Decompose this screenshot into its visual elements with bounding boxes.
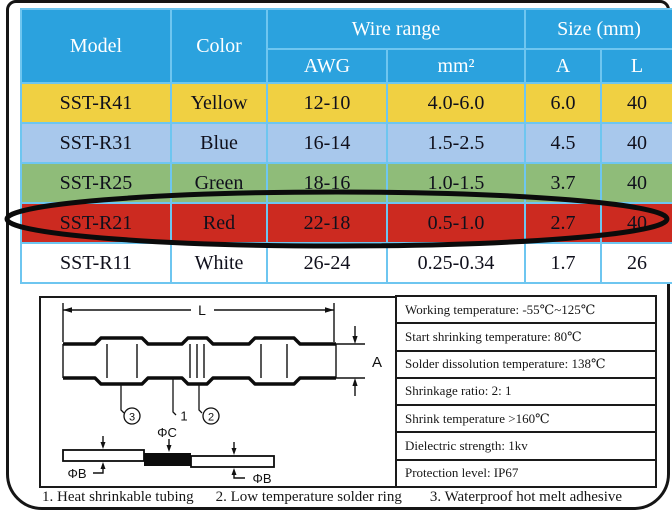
cell-model: SST-R21: [20, 202, 172, 244]
tube-ends-and-rings: [62, 344, 337, 378]
cell-model: SST-R25: [20, 162, 172, 204]
cell-l: 40: [600, 122, 672, 164]
l-dimension: [62, 303, 335, 342]
cell-awg: 18-16: [266, 162, 388, 204]
cell-a: 1.7: [524, 242, 602, 284]
label-phi-b-left: ΦB: [67, 466, 86, 481]
wire-size-table: Model Color Wire range Size (mm) AWG mm²…: [20, 8, 672, 284]
circled-3-icon: 3: [129, 412, 135, 424]
cell-color: White: [170, 242, 268, 284]
solder-ring-shape: [144, 453, 191, 466]
header-mm2: mm²: [386, 48, 526, 84]
cell-a: 3.7: [524, 162, 602, 204]
cell-mm2: 1.0-1.5: [386, 162, 526, 204]
a-dimension: [336, 326, 365, 396]
datasheet-card: Model Color Wire range Size (mm) AWG mm²…: [6, 0, 672, 510]
legend-heat-shrinkable-tubing: 1. Heat shrinkable tubing: [42, 489, 194, 505]
label-length: L: [198, 302, 206, 318]
spec-dielectric-strength: Dielectric strength: 1kv: [395, 431, 657, 461]
arrow-right-icon: [325, 307, 334, 313]
table-row-sst-r31: SST-R31 Blue 16-14 1.5-2.5 4.5 40: [20, 122, 672, 164]
arrow-up-icon: [352, 378, 358, 386]
cell-color: Green: [170, 162, 268, 204]
header-size-mm: Size (mm): [524, 8, 672, 50]
spec-working-temperature: Working temperature: -55℃~125℃: [395, 295, 657, 325]
splice-drawing: [62, 436, 275, 479]
spec-solder-dissolution: Solder dissolution temperature: 138℃: [395, 349, 657, 379]
spec-protection-level: Protection level: IP67: [395, 458, 657, 488]
header-model: Model: [20, 8, 172, 84]
parts-legend: 1. Heat shrinkable tubing 2. Low tempera…: [42, 489, 662, 506]
arrow-down-icon: [352, 336, 358, 344]
spec-start-shrinking-temp: Start shrinking temperature: 80℃: [395, 322, 657, 352]
cell-awg: 26-24: [266, 242, 388, 284]
cell-a: 2.7: [524, 202, 602, 244]
label-phi-b-right: ΦB: [252, 471, 271, 486]
cell-a: 4.5: [524, 122, 602, 164]
arrow-left-icon: [63, 307, 72, 313]
cell-awg: 16-14: [266, 122, 388, 164]
spec-shrinkage-ratio: Shrinkage ratio: 2: 1: [395, 376, 657, 407]
label-diameter-a: A: [372, 354, 382, 371]
label-part-1: 1: [180, 409, 187, 424]
header-l: L: [600, 48, 672, 84]
cell-mm2: 1.5-2.5: [386, 122, 526, 164]
table-row-sst-r25: SST-R25 Green 18-16 1.0-1.5 3.7 40: [20, 162, 672, 204]
connector-diagram: L: [62, 302, 382, 486]
cell-awg: 12-10: [266, 82, 388, 124]
specifications-list: Working temperature: -55℃~125℃ Start shr…: [395, 295, 657, 488]
header-wire-range: Wire range: [266, 8, 526, 50]
part-leaders: [120, 378, 220, 425]
cell-mm2: 0.25-0.34: [386, 242, 526, 284]
cell-color: Blue: [170, 122, 268, 164]
header-a: A: [524, 48, 602, 84]
cell-l: 40: [600, 162, 672, 204]
cell-model: SST-R41: [20, 82, 172, 124]
table-row-sst-r21-highlighted: SST-R21 Red 22-18 0.5-1.0 2.7 40: [20, 202, 672, 244]
technical-drawing-box: L: [39, 296, 397, 488]
cell-color: Red: [170, 202, 268, 244]
label-phi-c: ΦC: [157, 425, 177, 440]
header-color: Color: [170, 8, 268, 84]
legend-hot-melt-adhesive: 3. Waterproof hot melt adhesive: [429, 489, 623, 505]
cell-l: 40: [600, 202, 672, 244]
cell-model: SST-R11: [20, 242, 172, 284]
cell-mm2: 0.5-1.0: [386, 202, 526, 244]
cell-awg: 22-18: [266, 202, 388, 244]
cell-model: SST-R31: [20, 122, 172, 164]
tube-outline: [63, 336, 336, 386]
cell-l: 26: [600, 242, 672, 284]
spec-shrink-temperature: Shrink temperature >160℃: [395, 404, 657, 434]
table-row-sst-r11: SST-R11 White 26-24 0.25-0.34 1.7 26: [20, 242, 672, 284]
header-awg: AWG: [266, 48, 388, 84]
cell-mm2: 4.0-6.0: [386, 82, 526, 124]
legend-solder-ring: 2. Low temperature solder ring: [215, 489, 402, 505]
cell-l: 40: [600, 82, 672, 124]
cell-a: 6.0: [524, 82, 602, 124]
cell-color: Yellow: [170, 82, 268, 124]
table-row-sst-r41: SST-R41 Yellow 12-10 4.0-6.0 6.0 40: [20, 82, 672, 124]
circled-2-icon: 2: [208, 412, 214, 424]
